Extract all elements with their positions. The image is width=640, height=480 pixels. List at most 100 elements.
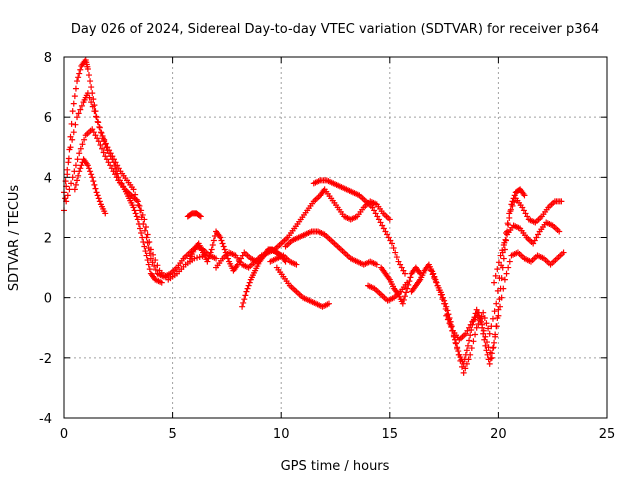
data-point xyxy=(93,113,100,120)
data-point xyxy=(392,249,399,256)
data-point xyxy=(76,70,83,77)
data-point xyxy=(88,99,95,106)
data-point xyxy=(91,108,98,115)
data-point xyxy=(387,237,394,244)
x-tick-label: 0 xyxy=(60,427,68,442)
data-point xyxy=(560,249,567,256)
data-point xyxy=(84,66,91,73)
x-tick-label: 15 xyxy=(382,427,399,442)
data-point xyxy=(489,315,496,322)
data-point xyxy=(142,248,149,255)
data-point xyxy=(71,186,78,193)
data-point xyxy=(482,333,489,340)
data-point xyxy=(444,316,451,323)
data-point xyxy=(209,242,216,249)
data-point xyxy=(459,363,466,370)
data-point xyxy=(483,347,490,354)
data-point xyxy=(519,204,526,211)
data-point xyxy=(454,345,461,352)
data-point xyxy=(75,110,82,117)
data-point xyxy=(507,206,514,213)
data-point xyxy=(90,178,97,185)
data-point xyxy=(397,261,404,268)
data-point xyxy=(85,72,92,79)
data-point xyxy=(241,296,248,303)
data-point xyxy=(71,93,78,100)
data-point xyxy=(145,261,152,268)
data-point xyxy=(152,266,159,273)
data-point xyxy=(141,227,148,234)
data-point xyxy=(138,229,145,236)
data-point xyxy=(373,261,380,268)
data-point xyxy=(464,342,471,349)
series-track-17 xyxy=(443,249,567,361)
data-point xyxy=(134,198,141,205)
axis-ticks xyxy=(63,56,608,419)
series-track-3 xyxy=(63,126,209,283)
data-point xyxy=(69,136,76,143)
data-point xyxy=(107,150,114,157)
data-point xyxy=(506,210,513,217)
data-point xyxy=(72,121,79,128)
data-point xyxy=(405,281,412,288)
data-point xyxy=(104,144,111,151)
data-point xyxy=(77,106,84,113)
data-point xyxy=(429,271,436,278)
data-point xyxy=(70,100,77,107)
data-point xyxy=(530,240,537,247)
data-point xyxy=(94,135,101,142)
data-point xyxy=(115,165,122,172)
data-point xyxy=(197,213,204,220)
data-point xyxy=(464,327,471,334)
data-point xyxy=(452,339,459,346)
data-point xyxy=(242,292,249,299)
data-point xyxy=(147,255,154,262)
data-point xyxy=(65,155,72,162)
data-point xyxy=(69,108,76,115)
data-point xyxy=(152,257,159,264)
data-point xyxy=(495,312,502,319)
y-tick-label: -2 xyxy=(39,352,52,367)
data-point xyxy=(69,174,76,181)
data-point xyxy=(463,360,470,367)
data-point xyxy=(105,159,112,166)
data-point xyxy=(62,195,69,202)
data-point xyxy=(480,327,487,334)
data-point xyxy=(509,202,516,209)
data-point xyxy=(439,296,446,303)
data-point xyxy=(385,234,392,241)
data-point xyxy=(90,129,97,136)
data-point xyxy=(112,159,119,166)
data-point xyxy=(491,308,498,315)
data-point xyxy=(146,266,153,273)
data-point xyxy=(402,293,409,300)
data-point xyxy=(77,165,84,172)
data-point xyxy=(78,162,85,169)
data-point xyxy=(94,118,101,125)
series-track-11 xyxy=(273,264,332,310)
series-track-8 xyxy=(213,186,393,271)
data-point xyxy=(501,276,508,283)
data-point xyxy=(395,258,402,265)
data-point xyxy=(144,257,151,264)
data-point xyxy=(462,365,469,372)
data-point xyxy=(398,264,405,271)
data-point xyxy=(74,177,81,184)
data-point xyxy=(386,216,393,223)
data-point xyxy=(377,219,384,226)
data-point xyxy=(399,300,406,307)
data-point xyxy=(511,192,518,199)
data-point xyxy=(467,351,474,358)
data-point xyxy=(520,207,527,214)
data-point xyxy=(72,181,79,188)
data-point xyxy=(144,231,151,238)
data-point xyxy=(483,339,490,346)
data-point xyxy=(136,202,143,209)
data-point xyxy=(64,192,71,199)
data-point xyxy=(446,320,453,327)
data-point xyxy=(465,356,472,363)
data-point xyxy=(96,123,103,130)
data-point xyxy=(221,246,228,253)
data-point xyxy=(369,204,376,211)
